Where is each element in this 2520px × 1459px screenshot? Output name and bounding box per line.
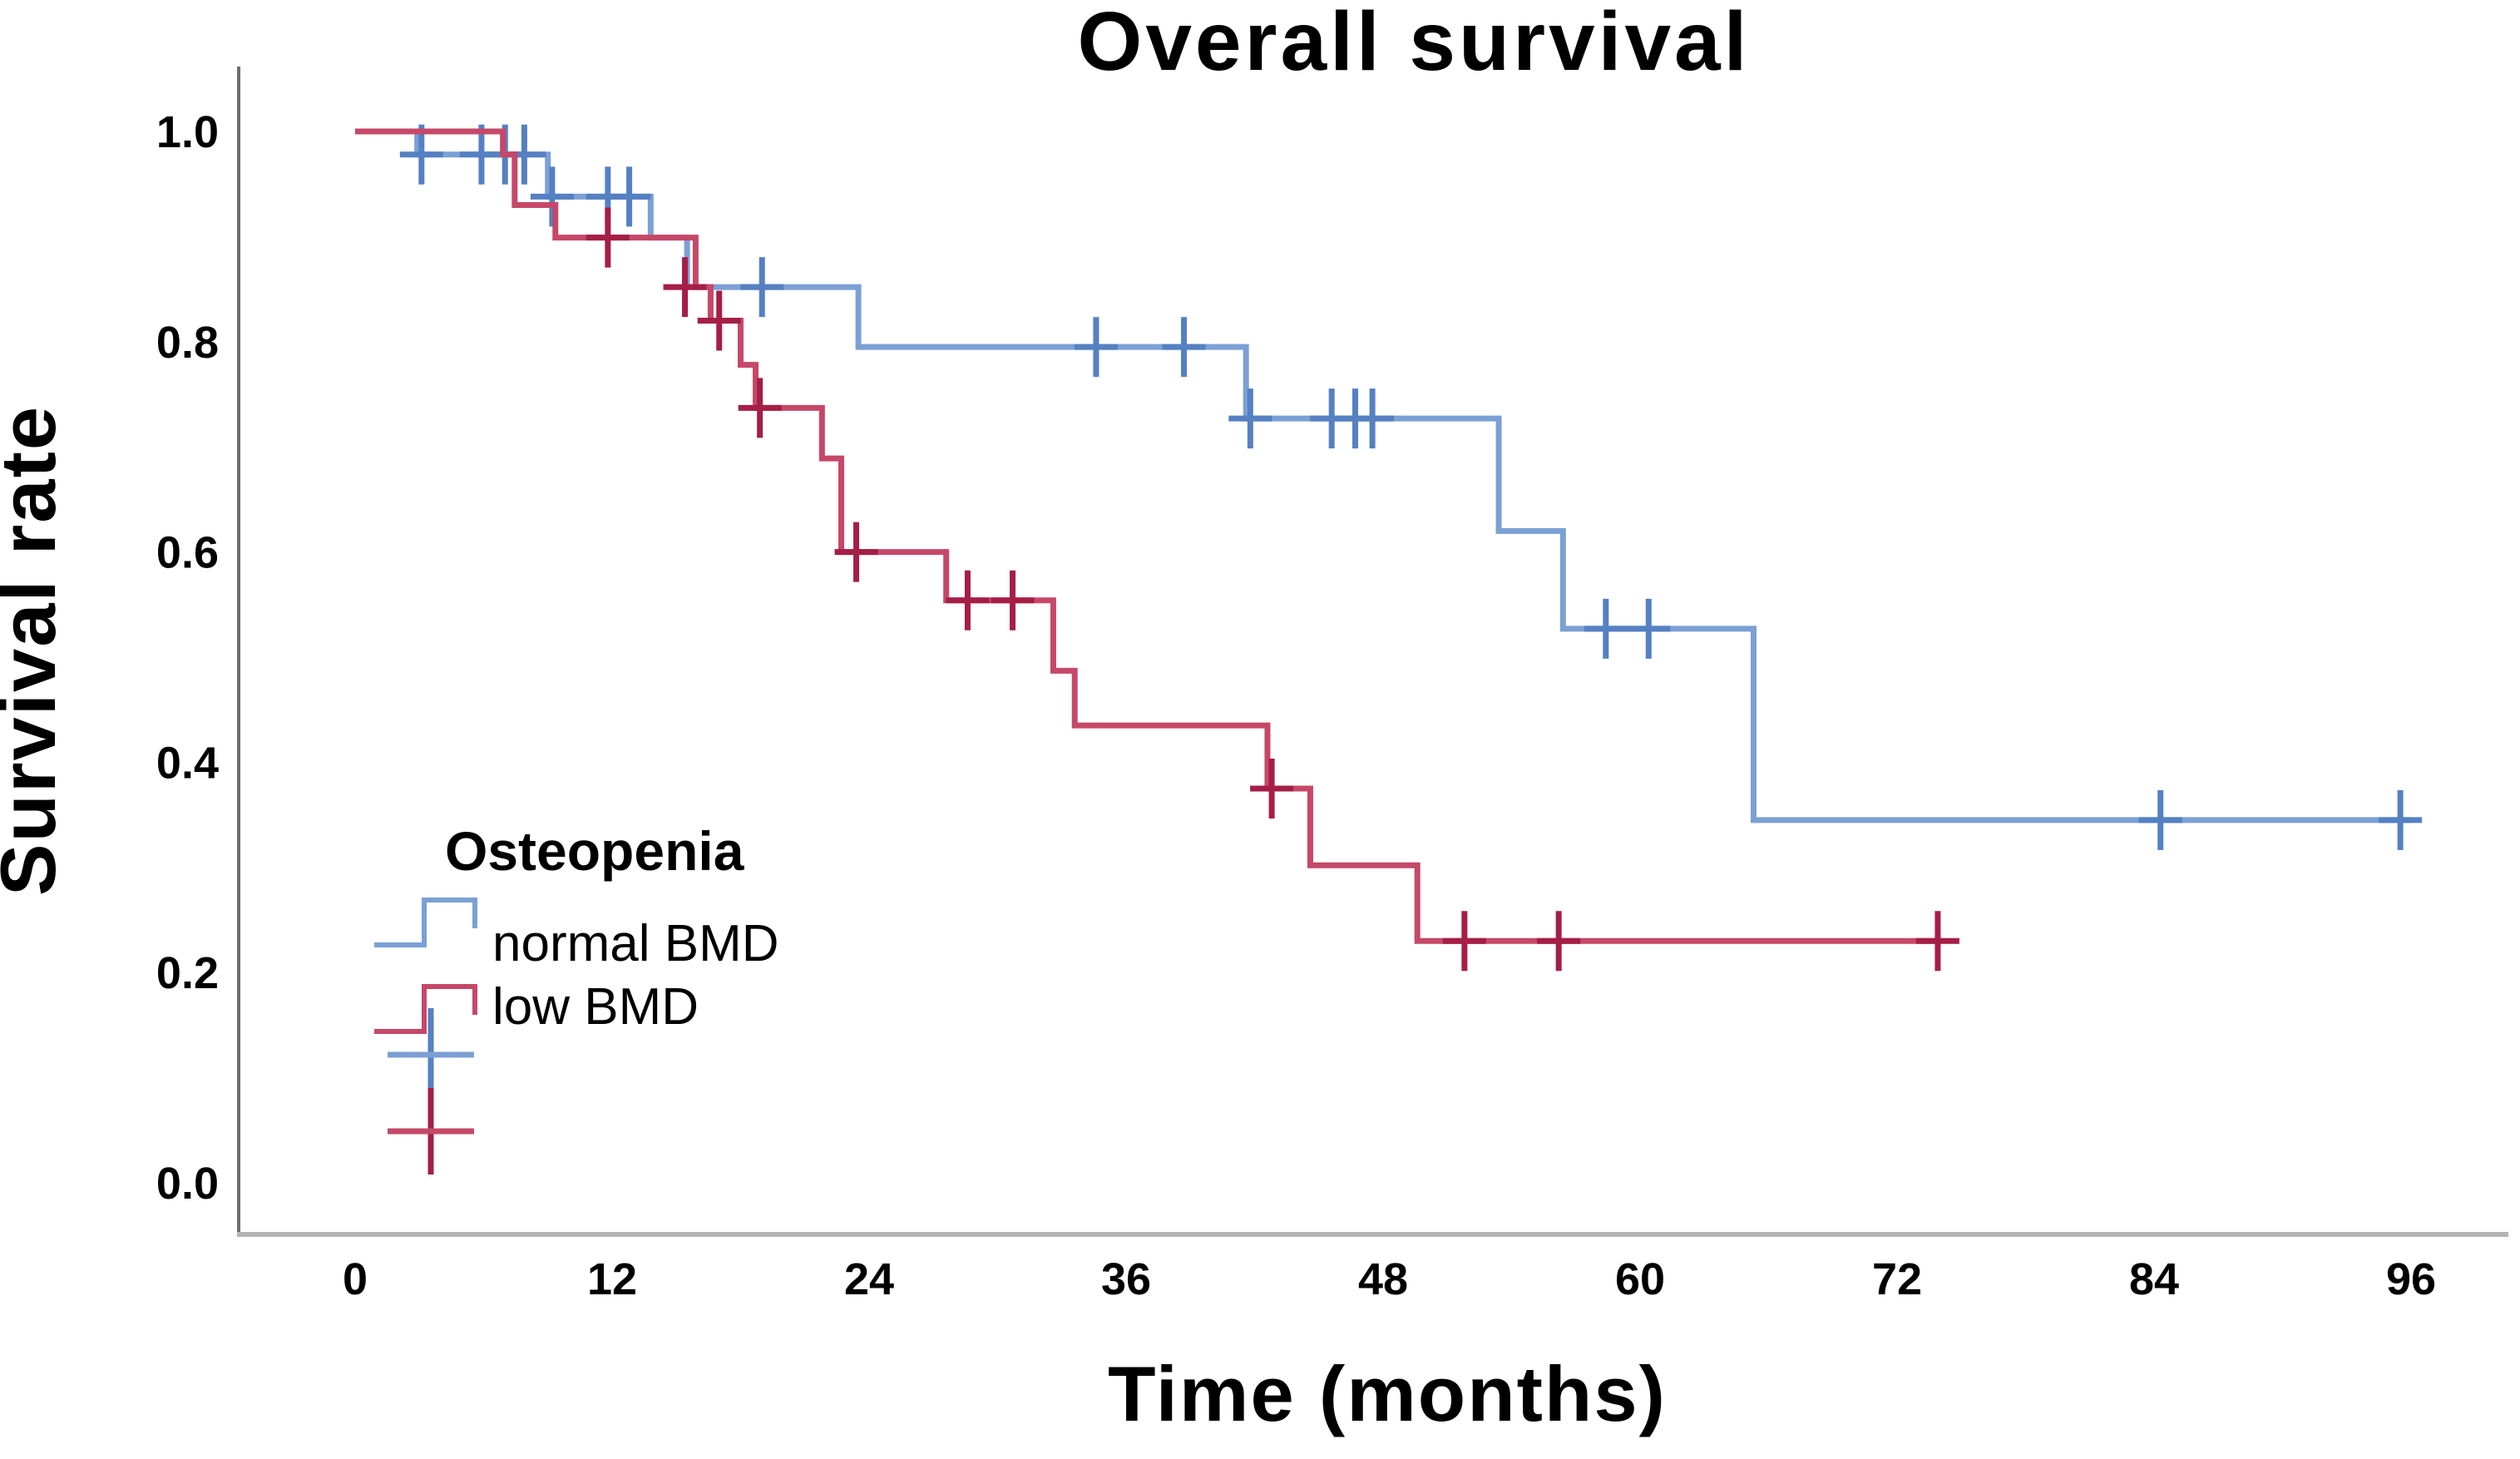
legend-label-normal-bmd: normal BMD — [492, 915, 779, 972]
x-tick-label: 36 — [1101, 1254, 1151, 1304]
chart-title: Overall survival — [1078, 0, 1751, 88]
y-tick-label: 1.0 — [156, 107, 219, 157]
y-axis-title: Survival rate — [0, 405, 72, 896]
x-tick-label: 60 — [1615, 1254, 1665, 1304]
x-tick-label: 96 — [2386, 1254, 2436, 1304]
x-tick-label: 84 — [2129, 1254, 2179, 1304]
legend-censor-symbol-low-bmd — [388, 1088, 474, 1175]
legend-step-swatch-low-bmd — [374, 984, 477, 1034]
y-tick-label: 0.6 — [156, 528, 219, 578]
survival-curves — [355, 124, 2423, 972]
legend-label-low-bmd: low BMD — [492, 978, 699, 1036]
y-tick-label: 0.0 — [156, 1159, 219, 1209]
legend-censor-symbol-normal-bmd — [388, 1008, 474, 1095]
legend-title: Osteopenia — [445, 820, 745, 882]
x-axis-tick-labels: 0 12 24 36 48 60 72 84 96 — [343, 1254, 2436, 1304]
survival-curve-low-bmd — [355, 128, 1940, 944]
x-tick-label: 48 — [1358, 1254, 1408, 1304]
x-tick-label: 72 — [1872, 1254, 1922, 1304]
censor-marks-normal-bmd — [399, 124, 2423, 850]
survival-curve-normal-bmd — [355, 128, 2411, 823]
y-tick-label: 0.8 — [156, 318, 219, 368]
x-tick-label: 0 — [343, 1254, 368, 1304]
x-axis-title: Time (months) — [1108, 1350, 1667, 1437]
y-tick-label: 0.4 — [156, 738, 219, 788]
y-axis-tick-labels: 0.0 0.2 0.4 0.6 0.8 1.0 — [156, 107, 219, 1209]
y-tick-label: 0.2 — [156, 948, 219, 998]
censor-marks-low-bmd — [586, 207, 1959, 972]
x-tick-label: 24 — [844, 1254, 894, 1304]
legend-step-swatch-normal-bmd — [374, 898, 477, 947]
legend: Osteopenia normal BMD low BMD — [374, 820, 779, 1175]
x-tick-label: 12 — [587, 1254, 637, 1304]
